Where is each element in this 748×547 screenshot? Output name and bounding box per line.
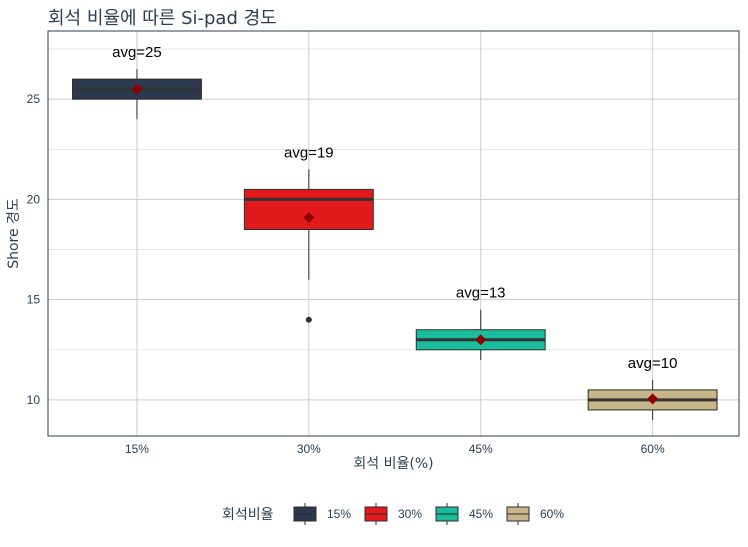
x-tick-label: 15% — [125, 442, 149, 456]
mean-marker — [647, 393, 659, 405]
mean-marker — [303, 211, 315, 223]
x-axis-title: 회석 비율(%) — [353, 456, 433, 472]
y-tick-label: 25 — [27, 92, 41, 106]
y-tick-label: 15 — [27, 293, 41, 307]
avg-label: avg=19 — [284, 144, 334, 161]
legend-label: 30% — [398, 507, 422, 521]
box-30% — [243, 188, 374, 230]
y-tick-label: 10 — [27, 393, 41, 407]
outlier-point — [305, 316, 312, 323]
avg-label: avg=13 — [456, 285, 506, 302]
avg-label: avg=25 — [112, 44, 162, 61]
x-tick-label: 45% — [469, 442, 493, 456]
mean-marker — [131, 83, 143, 95]
mean-marker — [475, 334, 487, 346]
y-tick-label: 20 — [27, 192, 41, 206]
y-axis-title: Shore 경도 — [6, 198, 22, 269]
x-tick-label: 30% — [297, 442, 321, 456]
legend-label: 60% — [540, 507, 564, 521]
legend-label: 45% — [469, 507, 493, 521]
avg-label: avg=10 — [628, 355, 678, 372]
chart-title: 회석 비율에 따른 Si-pad 경도 — [48, 8, 277, 29]
x-tick-label: 60% — [641, 442, 665, 456]
legend-title: 회석비율 — [222, 507, 274, 523]
plot-panel-border — [47, 30, 740, 437]
legend-label: 15% — [327, 507, 351, 521]
